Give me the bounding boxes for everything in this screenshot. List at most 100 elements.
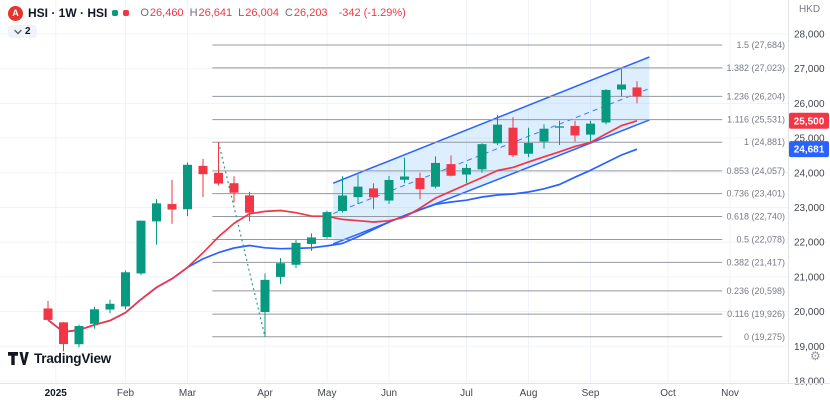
time-axis-label: Feb xyxy=(117,388,135,399)
price-axis-label: 28,000 xyxy=(794,30,825,41)
time-axis-label: Sep xyxy=(582,388,600,399)
time-axis-label: Aug xyxy=(520,388,538,399)
tradingview-attribution[interactable]: TradingView xyxy=(7,351,111,366)
candle xyxy=(183,162,192,217)
candles xyxy=(43,69,642,352)
fib-anchor-trendline xyxy=(217,142,266,337)
fib-level-label: 1.116 (25,531) xyxy=(727,115,785,125)
time-axis[interactable]: 2025 Feb Mar Apr May Jun Jul Aug Sep Oct Nov xyxy=(0,383,830,400)
price-axis[interactable]: 18,000 19,000 20,000 21,000 22,000 23,000 24,0… xyxy=(788,0,830,388)
candle xyxy=(586,120,595,142)
candle xyxy=(555,120,564,146)
candle xyxy=(446,155,456,177)
price-axis-label: 23,000 xyxy=(794,203,825,214)
candle xyxy=(338,176,347,213)
candle xyxy=(276,258,285,284)
collapsed-indicators-count: 2 xyxy=(25,26,31,37)
fib-level-label: 1.236 (26,204) xyxy=(726,91,785,101)
candle xyxy=(229,176,239,203)
candle xyxy=(462,164,471,184)
ohlc-values: O 26,460 H 26,641 L 26,004 C 26,203 xyxy=(134,7,327,19)
chart-legend: A HSI · 1W · HSI O 26,460 H 26,641 L 26,004… xyxy=(8,5,406,41)
symbol-logo-icon: A xyxy=(8,5,23,21)
currency-label[interactable]: HKD xyxy=(798,4,821,15)
price-badge-text: 24,681 xyxy=(794,145,825,156)
candle xyxy=(121,270,130,310)
fib-level-label: 1 (24,881) xyxy=(744,137,785,147)
time-axis-label: Jun xyxy=(381,388,397,399)
change-value: -342 (-1.29%) xyxy=(338,7,406,19)
price-badge xyxy=(789,112,829,129)
fib-level-label: 1.382 (27,023) xyxy=(726,63,785,73)
time-axis-label: Oct xyxy=(660,388,676,399)
candle xyxy=(539,124,549,149)
candle xyxy=(260,273,270,337)
candle xyxy=(400,157,409,184)
price-axis-settings-icon[interactable]: ⚙ xyxy=(810,349,821,363)
chevron-down-icon xyxy=(14,29,22,34)
high-label: H xyxy=(189,7,198,19)
candle xyxy=(59,322,68,352)
collapsed-indicators-pill[interactable]: 2 xyxy=(8,25,37,38)
fib-level-label: 0.736 (23,401) xyxy=(726,189,785,199)
candle xyxy=(198,158,208,198)
sma-fast-line[interactable] xyxy=(47,119,638,333)
close-value: 26,203 xyxy=(293,7,328,19)
candle xyxy=(415,172,425,200)
candle xyxy=(493,114,502,146)
price-axis-label: 18,000 xyxy=(794,377,825,388)
price-badge xyxy=(789,141,829,158)
time-axis-label: Apr xyxy=(257,388,273,399)
fib-level-label: 0.116 (19,926) xyxy=(727,309,785,319)
candle xyxy=(524,127,533,158)
candle xyxy=(136,220,146,276)
symbol-title[interactable]: HSI · 1W · HSI xyxy=(28,6,108,20)
price-axis-label: 27,000 xyxy=(794,64,825,75)
fib-retracement-drawing[interactable]: 1.5 (27,684) 1.382 (27,023) 1.236 (26,204)… xyxy=(212,40,785,342)
price-axis-label: 19,000 xyxy=(794,342,825,353)
high-value: 26,641 xyxy=(198,7,233,19)
candle xyxy=(570,120,580,142)
tradingview-logo-text: TradingView xyxy=(34,351,112,366)
fib-level-label: 1.5 (27,684) xyxy=(736,40,785,50)
time-axis-label: Nov xyxy=(721,388,739,399)
candle xyxy=(431,156,440,189)
time-axis-label: 2025 xyxy=(45,388,68,399)
candle xyxy=(632,81,642,104)
candle xyxy=(369,183,378,210)
price-axis-label: 20,000 xyxy=(794,307,825,318)
candle xyxy=(43,300,53,320)
candle xyxy=(477,143,487,173)
candle xyxy=(105,299,115,314)
time-axis-label: Mar xyxy=(179,388,197,399)
price-badge-text: 25,500 xyxy=(794,116,825,127)
candle xyxy=(307,233,316,251)
low-label: L xyxy=(238,7,245,19)
candle xyxy=(384,176,394,205)
symbol-logo-letter: A xyxy=(12,8,19,18)
price-axis-label: 21,000 xyxy=(794,272,825,283)
candle xyxy=(353,174,363,205)
fib-level-label: 0.853 (24,057) xyxy=(726,166,785,176)
candle xyxy=(167,179,177,224)
candle xyxy=(508,117,518,158)
parallel-channel-drawing[interactable] xyxy=(332,56,650,245)
close-label: C xyxy=(284,7,293,19)
price-axis-label: 22,000 xyxy=(794,238,825,249)
candle xyxy=(245,191,254,222)
candle xyxy=(214,142,223,186)
fib-level-label: 0 (19,275) xyxy=(744,332,785,342)
open-value: 26,460 xyxy=(149,7,184,19)
time-axis-label: Jul xyxy=(460,388,473,399)
price-axis-label: 26,000 xyxy=(794,99,825,110)
fib-level-label: 0.618 (22,740) xyxy=(726,212,785,222)
time-axis-label: May xyxy=(318,388,337,399)
price-axis-label: 24,000 xyxy=(794,168,825,179)
tradingview-logo-icon xyxy=(8,352,29,365)
fib-level-label: 0.382 (21,417) xyxy=(726,257,785,267)
price-axis-label: 25,000 xyxy=(794,134,825,145)
candle xyxy=(617,69,626,97)
